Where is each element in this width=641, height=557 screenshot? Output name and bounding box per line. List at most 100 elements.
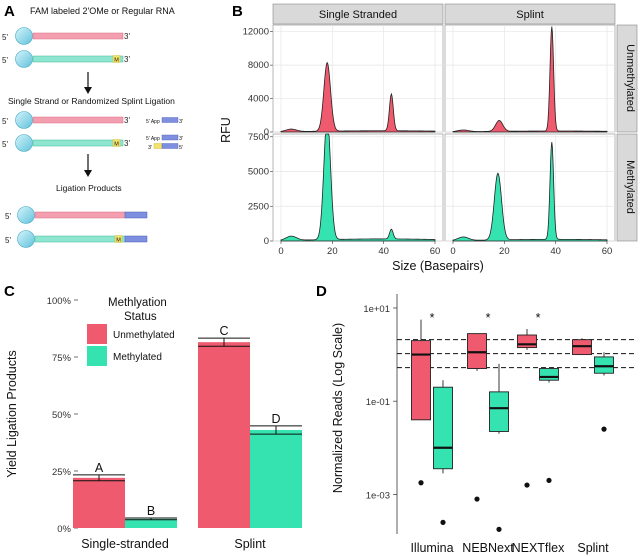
legend-swatch-unmethylated (87, 324, 107, 344)
fam-bead-icon (17, 230, 35, 248)
c-y-tick-label: 50% (52, 410, 72, 421)
d-box-illumina-methylated-outlier-point (440, 519, 446, 525)
b-facet-background (444, 24, 616, 133)
five-prime-label: 5' (5, 236, 11, 245)
b-y-tick-label: 12000 (243, 27, 269, 38)
b-x-tick-label: 40 (550, 246, 561, 257)
d-significance-star: * (536, 311, 541, 325)
d-y-tick-label: 1e-03 (366, 490, 390, 501)
legend-label-methylated: Methylated (113, 352, 162, 363)
three-prime-label: 3' (124, 55, 130, 64)
c-plot: 0% 25% 50% 75% 100% A B Single-stranded C D Splint (47, 296, 302, 551)
splint-random-icon (153, 143, 163, 149)
b-y-tick-label: 8000 (248, 60, 269, 71)
adapter-strand-blue (161, 134, 179, 141)
legend-swatch-methylated (87, 346, 107, 366)
legend-label-unmethylated: Unmethylated (113, 330, 175, 341)
b-x-axis-label: Size (Basepairs) (392, 259, 484, 273)
d-box-splint-methylated (594, 356, 614, 374)
c-x-tick-label: Single-stranded (81, 537, 169, 551)
d-box-nebnext-unmethylated-outlier-point (474, 496, 480, 502)
strip-unmethylated (616, 24, 638, 133)
c-bar-unmethylated-splint (198, 342, 250, 528)
three-prime-label: 3' (124, 32, 130, 41)
d-box-nextflex-unmethylated-outlier-point (524, 482, 530, 488)
five-prime-label: 5' (2, 33, 8, 42)
c-x-tick-label: Splint (234, 537, 266, 551)
d-y-axis-label: Normalized Reads (Log Scale) (331, 323, 345, 493)
c-bar-methylated-single-stranded (125, 518, 177, 528)
adapter-single: 5' App 3' (146, 117, 183, 125)
methyl-mark-icon (112, 139, 121, 147)
five-prime-label: 5' (5, 212, 11, 221)
d-box-nextflex-methylated (539, 368, 559, 381)
methyl-mark-label: M (116, 237, 121, 243)
methyl-mark-icon (114, 235, 123, 243)
b-facet-background (444, 133, 616, 242)
legend-title-line2: Status (124, 311, 157, 323)
strip-label-splint: Splint (516, 9, 544, 21)
b-x-tick-label: 60 (602, 246, 613, 257)
three-prime-label: 3' (124, 116, 130, 125)
adapter-splint: 5' App 3' 3' 5' (146, 134, 183, 151)
b-x-tick-label: 40 (378, 246, 389, 257)
methyl-mark-label: M (114, 141, 119, 147)
c-sig-letter: A (95, 461, 104, 475)
three-end-label: 3' (179, 136, 183, 142)
rna-strand-pink (32, 116, 124, 124)
panel-b: B RFU Size (Basepairs) Single Stranded S… (219, 3, 638, 273)
b-x-tick-label: 60 (430, 246, 441, 257)
rna-strand-teal (34, 235, 126, 243)
panel-c-label: C (4, 283, 15, 300)
arrowhead-icon (84, 87, 92, 94)
five-prime-label: 5' (2, 56, 8, 65)
panel-d-label: D (316, 283, 327, 300)
b-y-tick-label: 0 (264, 127, 269, 138)
strip-label-single: Single Stranded (319, 9, 397, 21)
rna-unmethylated-1: 5' 3' (2, 27, 130, 45)
b-x-tick-label: 20 (327, 246, 338, 257)
five-prime-label: 5' (2, 140, 8, 149)
d-plot: 1e-03 1e-01 1e+01 Illumina * NEBNext * NEXTflex… (363, 294, 636, 555)
b-facet-background (272, 24, 444, 133)
rna-strand-teal (32, 55, 124, 63)
strip-splint (444, 3, 616, 25)
d-box-illumina-methylated (433, 386, 453, 470)
c-y-tick-label: 100% (47, 296, 72, 307)
d-significance-star: * (486, 311, 491, 325)
five-app-label: 5' App (146, 119, 160, 125)
panel-a: A FAM labeled 2'OMe or Regular RNA 5' 3'… (2, 3, 183, 248)
three-end-label: 3' (179, 119, 183, 125)
d-box-nebnext-methylated (489, 391, 509, 432)
b-y-tick-label: 4000 (248, 94, 269, 105)
d-y-tick-label: 1e+01 (363, 304, 390, 315)
d-box-nebnext-methylated-outlier-point (496, 526, 502, 532)
arrowhead-icon (84, 170, 92, 177)
strip-methylated (616, 133, 638, 242)
three-end-label: 3' (148, 145, 152, 151)
b-facet-background (272, 133, 444, 242)
c-y-tick-label: 25% (52, 467, 72, 478)
panel-b-label: B (232, 3, 243, 20)
c-bar-unmethylated-single-stranded (73, 477, 125, 528)
product-unmethylated: 5' (5, 206, 148, 224)
fam-bead-icon (15, 27, 33, 45)
strip-label-unmethylated: Unmethylated (624, 44, 636, 112)
fam-bead-icon (17, 206, 35, 224)
adapter-strand-blue (124, 211, 148, 219)
adapter-strand-blue (161, 143, 179, 149)
five-prime-label: 5' (179, 145, 183, 151)
fam-bead-icon (15, 111, 33, 129)
c-y-tick-label: 75% (52, 353, 72, 364)
b-y-tick-label: 2500 (248, 201, 269, 212)
panel-a-title: FAM labeled 2'OMe or Regular RNA (30, 6, 175, 16)
fam-bead-icon (15, 50, 33, 68)
product-methylated: 5' M (5, 230, 148, 248)
b-x-tick-label: 0 (450, 246, 455, 257)
rna-strand-teal (32, 139, 124, 147)
c-sig-letter: B (147, 504, 155, 518)
panel-d: D Normalized Reads (Log Scale) 1e-031e-0… (316, 283, 636, 555)
rna-strand-pink (32, 32, 124, 40)
